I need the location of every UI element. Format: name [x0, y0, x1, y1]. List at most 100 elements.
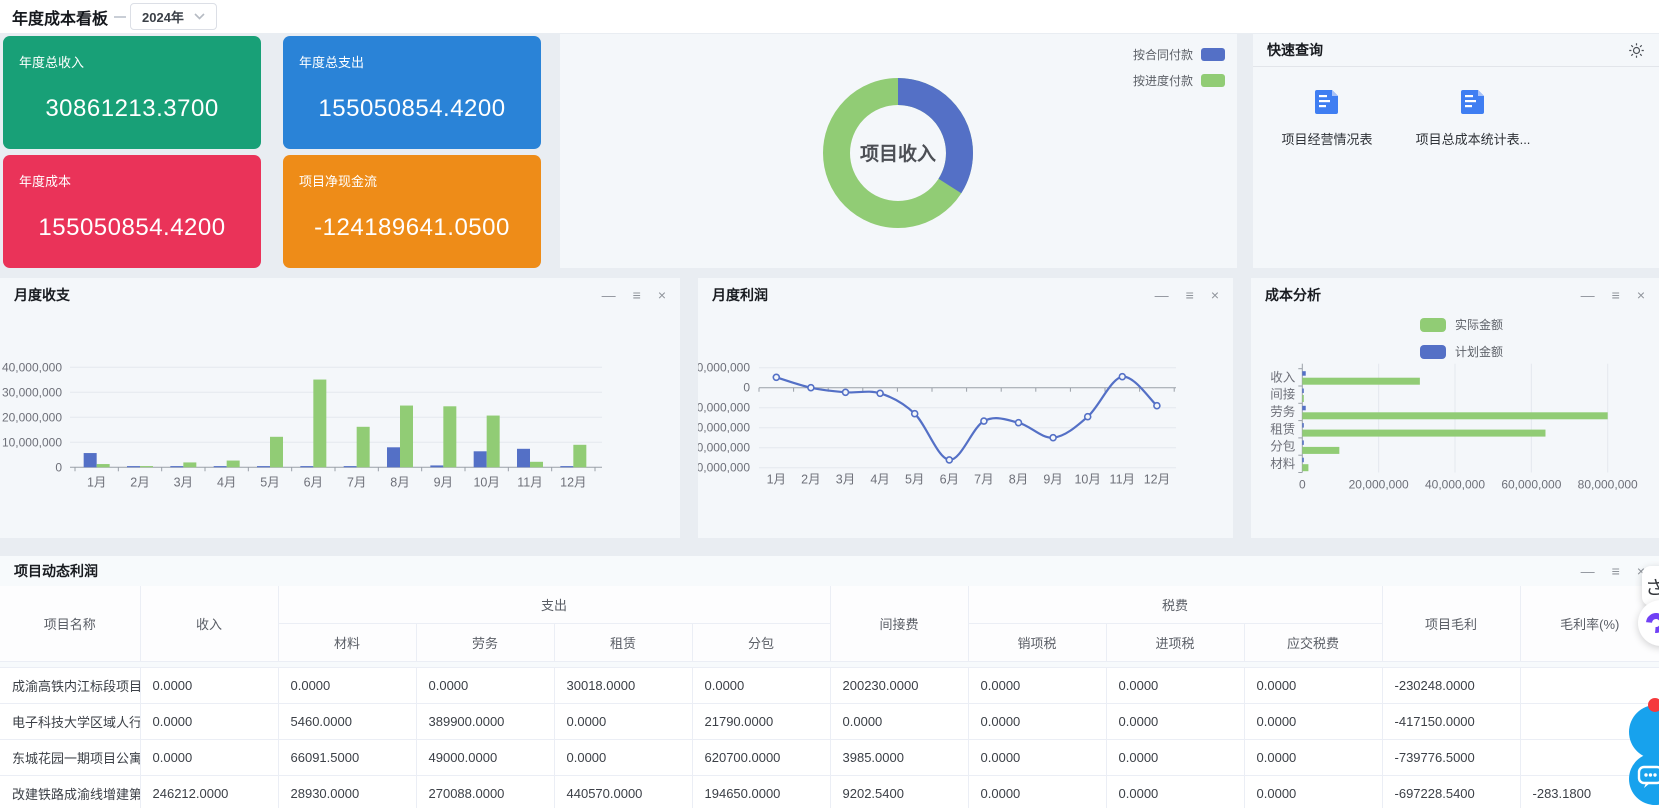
column-header: 分包 — [691, 623, 831, 662]
table-row[interactable]: 电子科技大学区域人行 0.0000 5460.0000 389900.0000 0.00… — [0, 703, 1659, 740]
menu-icon[interactable]: ≡ — [1185, 287, 1194, 303]
value-cell: 9202.5400 — [829, 775, 969, 808]
legend-item[interactable]: 计划金额 — [1420, 343, 1503, 360]
value-cell: 49000.0000 — [415, 739, 555, 776]
svg-text:劳务: 劳务 — [1270, 404, 1295, 419]
value-cell: 620700.0000 — [691, 739, 831, 776]
top-bar: 年度成本看板 2024年 — [0, 0, 1659, 33]
legend-swatch-icon — [1420, 317, 1446, 332]
kpi-value: 155050854.4200 — [38, 214, 226, 241]
value-cell: 0.0000 — [691, 667, 831, 704]
kpi-label: 年度总收入 — [19, 55, 85, 70]
monthly-balance-panel: 月度收支 — ≡ × 0 10,000,000 20,000,000 30,000,0… — [0, 278, 680, 538]
table-row[interactable]: 成渝高铁内江标段项目 0.0000 0.0000 0.0000 30018.0000 0.… — [0, 667, 1659, 704]
kpi-card-total-expense: 年度总支出 155050854.4200 — [283, 36, 541, 149]
value-cell: 3985.0000 — [829, 739, 969, 776]
project-name-cell: 东城花园一期项目公寓 — [0, 739, 141, 776]
legend-item[interactable]: 按进度付款 — [1133, 72, 1225, 89]
column-header: 毛利率(%) — [1519, 586, 1659, 662]
menu-icon[interactable]: ≡ — [1611, 563, 1620, 579]
legend-item[interactable]: 实际金额 — [1420, 316, 1503, 333]
svg-text:60,000,000: 60,000,000 — [1501, 478, 1561, 492]
brand-float-button[interactable] — [1638, 600, 1659, 646]
value-cell: 389900.0000 — [415, 703, 555, 740]
kpi-label: 年度总支出 — [299, 55, 365, 70]
svg-text:间接: 间接 — [1270, 387, 1296, 402]
svg-text:-30,000,000: -30,000,000 — [698, 441, 750, 455]
svg-text:10,000,000: 10,000,000 — [698, 361, 750, 375]
close-icon[interactable]: × — [1636, 563, 1645, 579]
widget-glyph: さ — [1645, 577, 1659, 599]
svg-text:0: 0 — [55, 460, 62, 474]
svg-text:3月: 3月 — [836, 472, 855, 486]
value-cell: 270088.0000 — [415, 775, 555, 808]
column-header: 税费 — [967, 586, 1383, 624]
notification-badge — [1648, 698, 1659, 712]
minimize-icon[interactable]: — — [601, 287, 616, 303]
legend-label: 计划金额 — [1455, 345, 1504, 359]
value-cell: 0.0000 — [139, 703, 279, 740]
svg-text:11月: 11月 — [517, 475, 542, 489]
value-cell — [1519, 667, 1659, 704]
quick-query-shortcuts: 项目经营情况表 项目总成本统计表... — [1253, 67, 1659, 148]
document-icon — [1460, 87, 1487, 118]
svg-text:-20,000,000: -20,000,000 — [698, 421, 750, 435]
value-cell: 0.0000 — [1105, 703, 1245, 740]
settings-gear-icon[interactable] — [1628, 42, 1645, 59]
column-header: 收入 — [139, 586, 279, 662]
value-cell: 0.0000 — [1105, 739, 1245, 776]
project-name-cell: 电子科技大学区域人行 — [0, 703, 141, 740]
kpi-value: 30861213.3700 — [45, 95, 219, 122]
legend-item[interactable]: 按合同付款 — [1133, 46, 1225, 63]
page-title: 年度成本看板 — [12, 10, 109, 28]
column-header: 应交税费 — [1243, 623, 1383, 662]
close-icon[interactable]: × — [657, 287, 666, 303]
close-icon[interactable]: × — [1210, 287, 1219, 303]
value-cell: 0.0000 — [829, 703, 969, 740]
legend-label: 实际金额 — [1455, 318, 1504, 332]
minimize-icon[interactable]: — — [1580, 287, 1595, 303]
cost-analysis-legend: 实际金额 计划金额 — [1420, 316, 1503, 370]
quick-query-title: 快速查询 — [1267, 42, 1323, 58]
menu-icon[interactable]: ≡ — [632, 287, 641, 303]
svg-text:2月: 2月 — [801, 472, 820, 486]
svg-text:项目收入: 项目收入 — [860, 142, 936, 165]
value-cell: 0.0000 — [277, 667, 417, 704]
kpi-card-annual-cost: 年度成本 155050854.4200 — [3, 155, 261, 268]
kpi-value: 155050854.4200 — [318, 95, 506, 122]
kpi-label: 项目净现金流 — [299, 174, 378, 189]
monthly-balance-title: 月度收支 — [14, 287, 70, 303]
floating-widget-button[interactable]: さ — [1642, 566, 1659, 606]
legend-swatch-icon — [1201, 48, 1225, 61]
document-icon — [1314, 87, 1341, 118]
svg-text:4月: 4月 — [870, 472, 889, 486]
minimize-icon[interactable]: — — [1580, 563, 1595, 579]
year-select[interactable]: 2024年 — [130, 3, 217, 30]
value-cell: -697228.5400 — [1381, 775, 1521, 808]
table-row[interactable]: 东城花园一期项目公寓 0.0000 66091.5000 49000.0000 0.00… — [0, 739, 1659, 776]
legend-label: 按进度付款 — [1132, 74, 1193, 88]
menu-icon[interactable]: ≡ — [1611, 287, 1620, 303]
chat-bubble-icon — [1637, 764, 1659, 795]
value-cell: 0.0000 — [1243, 775, 1383, 808]
value-cell: 66091.5000 — [277, 739, 417, 776]
year-select-value: 2024年 — [142, 10, 184, 25]
minimize-icon[interactable]: — — [1154, 287, 1169, 303]
svg-text:40,000,000: 40,000,000 — [2, 360, 62, 374]
close-icon[interactable]: × — [1636, 287, 1645, 303]
svg-text:4月: 4月 — [217, 475, 236, 489]
value-cell: 0.0000 — [553, 703, 693, 740]
shortcut-report-2[interactable]: 项目总成本统计表... — [1413, 87, 1533, 148]
svg-text:10,000,000: 10,000,000 — [2, 435, 62, 449]
value-cell: 28930.0000 — [277, 775, 417, 808]
svg-text:8月: 8月 — [1009, 472, 1028, 486]
value-cell: 0.0000 — [553, 739, 693, 776]
value-cell: 194650.0000 — [691, 775, 831, 808]
table-row[interactable]: 改建铁路成渝线增建第 246212.0000 28930.0000 270088.00… — [0, 775, 1659, 808]
value-cell: 200230.0000 — [829, 667, 969, 704]
shortcut-report-1[interactable]: 项目经营情况表 — [1267, 87, 1387, 148]
svg-text:收入: 收入 — [1270, 370, 1296, 384]
value-cell: 30018.0000 — [553, 667, 693, 704]
value-cell: 0.0000 — [1243, 703, 1383, 740]
value-cell: 5460.0000 — [277, 703, 417, 740]
